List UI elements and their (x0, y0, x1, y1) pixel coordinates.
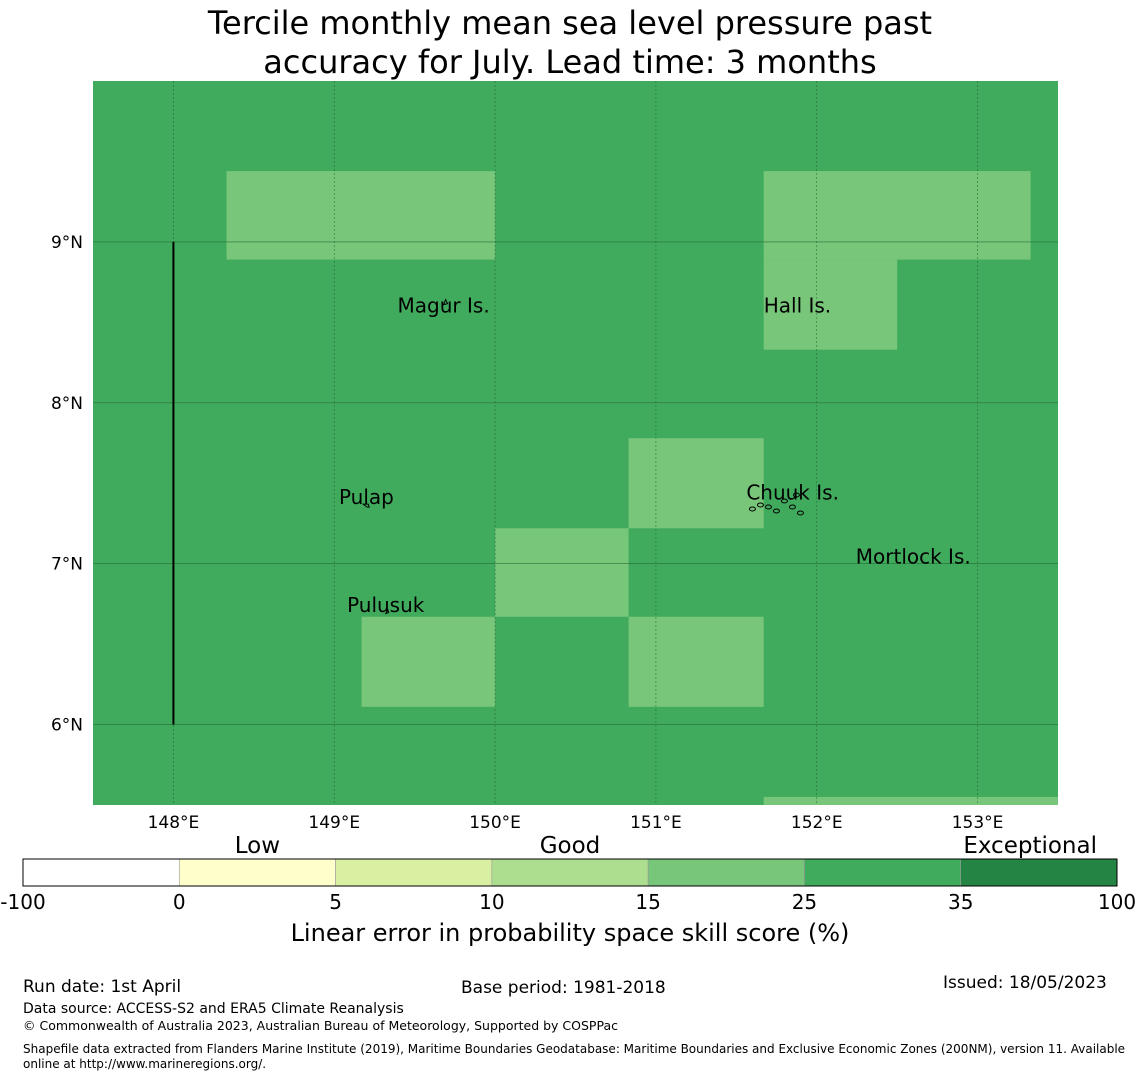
colorbar-tick-label: 10 (479, 890, 504, 914)
place-label: Hall Is. (764, 294, 831, 318)
lon-tick-label: 152°E (791, 813, 843, 833)
title-line-2: accuracy for July. Lead time: 3 months (263, 43, 877, 81)
lat-tick-label: 6°N (51, 716, 83, 736)
skill-cell-15-25 (763, 796, 1058, 805)
lon-tick-label: 149°E (308, 813, 360, 833)
issued-date: Issued: 18/05/2023 (943, 973, 1107, 993)
skill-cell-15-25 (763, 171, 1031, 260)
place-label: Mortlock Is. (856, 545, 971, 569)
island-outline (442, 298, 449, 306)
island-outline (361, 503, 370, 508)
lat-tick-label: 9°N (51, 233, 83, 253)
colorbar-segment (22, 858, 180, 887)
chuuk-islet-outline (772, 508, 780, 514)
shapefile-credit: Shapefile data extracted from Flanders M… (23, 1042, 1138, 1072)
data-source: Data source: ACCESS-S2 and ERA5 Climate … (23, 1001, 404, 1017)
run-date: Run date: 1st April (23, 977, 182, 997)
colorbar-tick-label: 0 (173, 890, 186, 914)
place-label: Pulap (339, 485, 394, 509)
title-line-1: Tercile monthly mean sea level pressure … (207, 4, 933, 42)
colorbar-segment (804, 858, 962, 887)
chuuk-islet-outline (792, 492, 800, 498)
lon-tick-label: 151°E (630, 813, 682, 833)
copyright: © Commonwealth of Australia 2023, Austra… (23, 1018, 618, 1033)
chuuk-islet-outline (756, 502, 764, 508)
colorbar-category-label: Exceptional (963, 833, 1097, 859)
colorbar-tick-label: 5 (329, 890, 342, 914)
colorbar-tick-label: -100 (0, 890, 45, 914)
skill-cell-15-25 (628, 616, 764, 707)
lon-tick-label: 148°E (148, 813, 200, 833)
skill-cell-15-25 (628, 438, 764, 529)
colorbar: -100 0 5 10 15 25 35 100 Low Good Exceptional Linea… (0, 833, 1136, 947)
colorbar-segment (335, 858, 493, 887)
colorbar-segment (491, 858, 649, 887)
colorbar-tick-label: 100 (1098, 890, 1136, 914)
colorbar-tick-label: 15 (635, 890, 660, 914)
chart-title: Tercile monthly mean sea level pressure … (0, 4, 1140, 82)
lat-tick-label: 7°N (51, 555, 83, 575)
island-outline (384, 608, 390, 615)
shapefile-credit-line-1: Shapefile data extracted from Flanders M… (23, 1042, 1126, 1056)
base-period: Base period: 1981-2018 (461, 978, 666, 998)
colorbar-frame (22, 858, 1118, 887)
skill-cell-15-25 (495, 528, 629, 617)
colorbar-category-label: Good (540, 833, 601, 859)
lon-tick-label: 153°E (952, 813, 1004, 833)
colorbar-tick-label: 25 (792, 890, 817, 914)
colorbar-title: Linear error in probability space skill … (291, 919, 850, 947)
colorbar-tick-label: 35 (948, 890, 973, 914)
lon-tick-label: 150°E (469, 813, 521, 833)
place-label: Chuuk Is. (746, 480, 839, 504)
colorbar-segment (960, 858, 1118, 887)
chuuk-islet-outline (748, 506, 756, 512)
skill-cell-15-25 (361, 616, 496, 707)
chuuk-islet-outline (780, 498, 788, 504)
chuuk-islet-outline (788, 504, 796, 510)
colorbar-segment (647, 858, 805, 887)
place-label: Magur Is. (398, 294, 490, 318)
chuuk-islet-outline (764, 504, 772, 510)
chuuk-islet-outline (796, 510, 804, 516)
shapefile-credit-line-2: online at http://www.marineregions.org/. (23, 1057, 267, 1071)
colorbar-segment (178, 858, 336, 887)
skill-cell-15-25 (226, 171, 496, 260)
place-label: Pulusuk (347, 593, 425, 617)
lat-tick-label: 8°N (51, 394, 83, 414)
map-panel: 148°E 149°E 150°E 151°E 152°E 153°E 9°N 8°N 7°N 6… (51, 81, 1058, 833)
colorbar-category-label: Low (235, 833, 280, 859)
skill-cell-15-25 (763, 259, 898, 350)
